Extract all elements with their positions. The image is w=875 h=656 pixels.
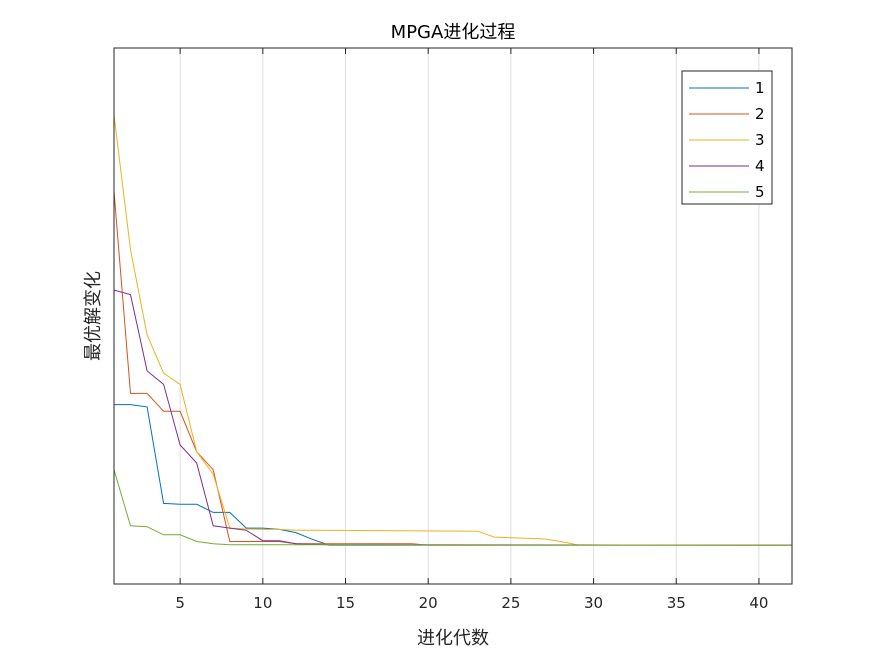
legend-label-5: 5 (755, 183, 765, 201)
series-line-3 (113, 114, 792, 546)
x-tick-label-20: 20 (419, 594, 438, 612)
chart-title: MPGA进化过程 (391, 22, 516, 43)
x-tick-label-10: 10 (253, 594, 272, 612)
x-axis-label: 进化代数 (417, 628, 489, 649)
legend-label-3: 3 (755, 131, 765, 149)
legend: 1 2 3 4 5 (681, 70, 773, 205)
y-axis-label: 最优解变化 (83, 271, 104, 361)
plot-background (114, 48, 792, 584)
x-tick-label-30: 30 (584, 594, 603, 612)
legend-label-2: 2 (755, 105, 765, 123)
x-tick-label-40: 40 (749, 594, 768, 612)
series-line-4 (113, 289, 793, 546)
legend-label-4: 4 (755, 157, 765, 175)
legend-label-1: 1 (755, 79, 765, 97)
series-lines (113, 114, 793, 546)
series-line-2 (113, 191, 792, 546)
x-tick-label-25: 25 (501, 594, 520, 612)
series-line-5 (113, 469, 793, 546)
x-tick-label-15: 15 (336, 594, 355, 612)
x-tick-label-35: 35 (667, 594, 686, 612)
legend-box (681, 70, 773, 205)
x-tick-label-5: 5 (175, 594, 185, 612)
x-axis-ticks: 5 10 15 20 25 30 35 40 (175, 48, 768, 612)
plot-frame (113, 47, 793, 585)
